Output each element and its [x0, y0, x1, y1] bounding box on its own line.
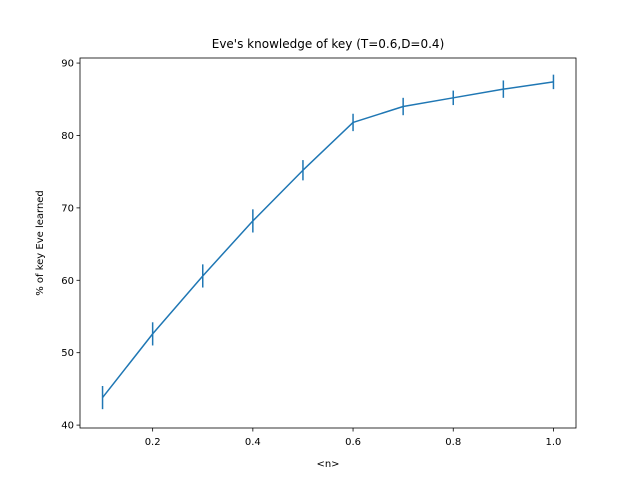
x-tick-label: 0.6	[345, 437, 361, 448]
x-axis: 0.2 0.4 0.6 0.8 1.0	[145, 428, 562, 448]
chart-title: Eve's knowledge of key (T=0.6,D=0.4)	[212, 37, 445, 51]
series-line	[101, 81, 554, 399]
x-axis-label: <n>	[316, 459, 339, 470]
x-tick-label: 0.2	[145, 437, 161, 448]
y-axis: 40 50 60 70 80 90	[61, 59, 80, 432]
plot-frame	[79, 57, 577, 429]
x-tick-label: 0.4	[245, 437, 261, 448]
x-tick-label: 1.0	[546, 437, 562, 448]
y-tick-label: 40	[61, 421, 74, 432]
y-tick-label: 70	[61, 203, 74, 214]
y-tick-label: 90	[61, 59, 74, 70]
y-tick-label: 80	[61, 131, 74, 142]
plot-area	[101, 74, 555, 410]
y-tick-label: 60	[61, 276, 74, 287]
y-axis-label: % of key Eve learned	[35, 190, 46, 296]
y-tick-label: 50	[61, 348, 74, 359]
x-tick-label: 0.8	[445, 437, 461, 448]
